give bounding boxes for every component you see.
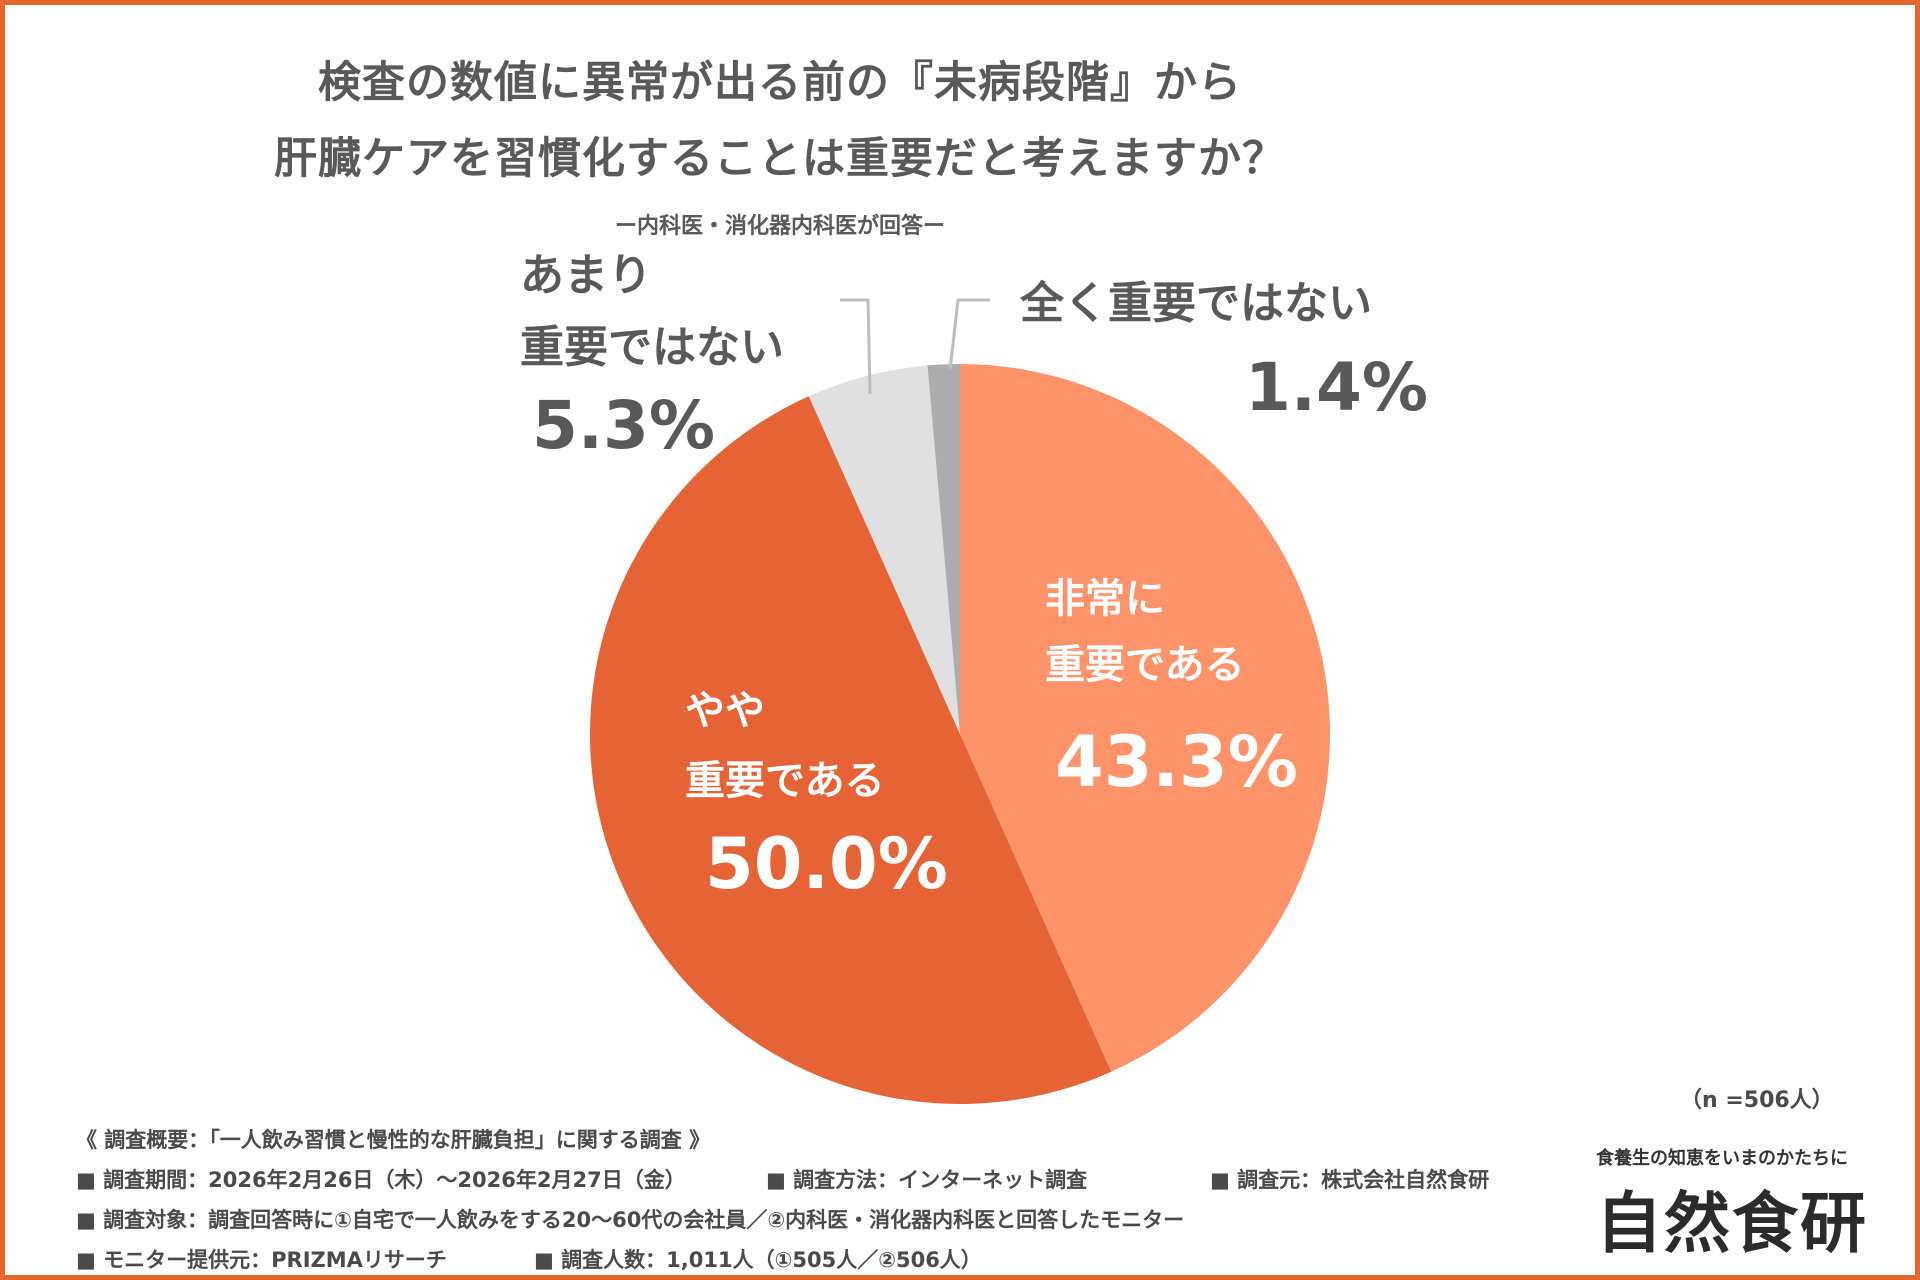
survey-heading: 《 調査概要：「一人飲み習慣と慢性的な肝臓負担」に関する調査 》: [76, 1128, 711, 1152]
survey-provider: ■ モニター提供元：PRIZMAリサーチ: [76, 1248, 447, 1272]
slice-label-4-line-1: 全く重要ではない: [1019, 278, 1372, 329]
slice-label-1-line-2: 重要である: [1045, 642, 1245, 688]
slice-label-3-line-2: 重要ではない: [520, 322, 784, 373]
chart-title-line2: 肝臓ケアを習慣化することは重要だと考えますか？: [274, 134, 1286, 184]
leader-line-4: [948, 298, 990, 371]
survey-period: ■ 調査期間：2026年2月26日（木）～2026年2月27日（金）: [76, 1168, 686, 1192]
slice-label-2-line-1: やや: [685, 688, 765, 734]
chart-subtitle: ー内科医・消化器内科医が回答ー: [614, 214, 945, 239]
pie-slice-4: [927, 364, 960, 734]
brand-tagline: 食養生の知恵をいまのかたちに: [1596, 1148, 1848, 1169]
slice-value-label-1: 43.3%: [1055, 721, 1298, 803]
slice-label-2-line-2: 重要である: [685, 758, 885, 804]
sample-size: （n =506人）: [1680, 1088, 1834, 1113]
slice-value-label-2: 50.0%: [705, 823, 948, 905]
pie-slice-1: [960, 364, 1331, 1072]
survey-target: ■ 調査対象：調査回答時に①自宅で一人飲みをする20～60代の会社員／②内科医・…: [76, 1208, 1185, 1232]
pie-slice-3: [808, 365, 960, 734]
slice-label-1-line-1: 非常に: [1045, 576, 1165, 622]
survey-method: ■ 調査方法：インターネット調査: [766, 1168, 1088, 1192]
pie-slice-2: [590, 396, 1112, 1105]
leader-line-3: [840, 298, 872, 395]
slice-value-label-4: 1.4%: [1245, 349, 1428, 426]
slice-label-3-line-1: あまり: [520, 250, 652, 301]
brand-logo: 自然食研: [1596, 1184, 1868, 1262]
survey-count: ■ 調査人数：1,011人（①505人／②506人）: [534, 1248, 982, 1272]
survey-source: ■ 調査元：株式会社自然食研: [1210, 1168, 1490, 1192]
slice-value-label-3: 5.3%: [532, 387, 715, 464]
chart-title-line1: 検査の数値に異常が出る前の『未病段階』から: [318, 58, 1242, 108]
